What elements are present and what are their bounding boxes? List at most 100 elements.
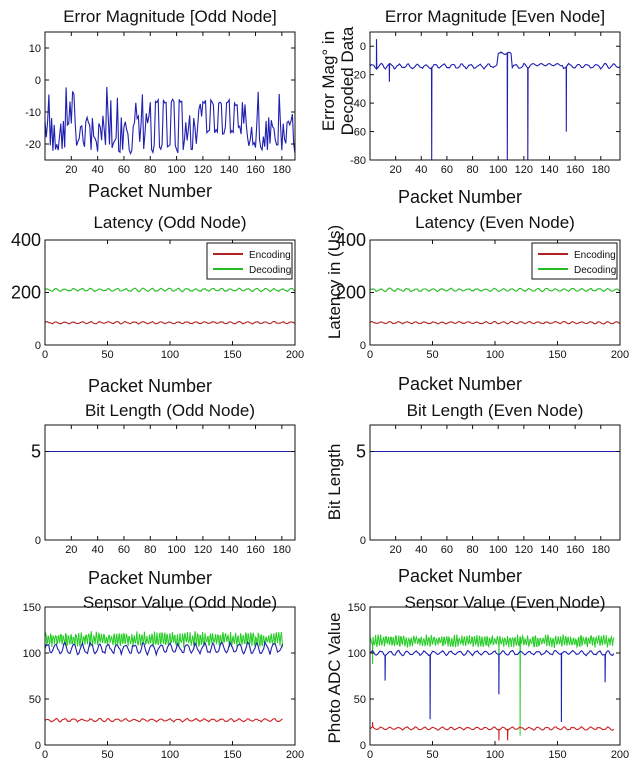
x-tick-label: 160: [246, 544, 264, 556]
y-tick-label: 200: [336, 283, 366, 303]
y-tick-label: -20: [350, 70, 366, 82]
y-tick-label: 0: [360, 535, 366, 547]
x-tick-label: 100: [167, 164, 185, 176]
series-group: [45, 631, 284, 723]
legend: Encoding Decoding: [206, 242, 293, 280]
x-tick-label: 50: [426, 349, 438, 361]
y-axis-label-line: Decoded Data: [338, 26, 357, 135]
axes-frame: [369, 606, 621, 746]
series-line-2: [370, 649, 615, 723]
x-tick-label: 60: [441, 544, 453, 556]
series-line-2: [45, 640, 284, 657]
x-tick-label: 80: [466, 164, 478, 176]
x-tick-label: 120: [515, 544, 533, 556]
y-tick-label: 100: [348, 648, 366, 660]
x-tick-label: 150: [223, 749, 241, 760]
chart-title: Bit Length (Odd Node): [85, 401, 255, 420]
x-tick-label: 40: [415, 544, 427, 556]
x-tick-label: 140: [220, 164, 238, 176]
y-tick-label: 400: [336, 230, 366, 250]
x-tick-label: 50: [101, 349, 113, 361]
x-tick-label: 120: [515, 164, 533, 176]
legend-label: Decoding: [574, 265, 616, 276]
x-tick-label: 100: [489, 544, 507, 556]
legend-label: Decoding: [249, 265, 291, 276]
x-tick-label: 40: [92, 544, 104, 556]
x-tick-label: 0: [367, 749, 373, 760]
series-group: [370, 287, 620, 325]
series-group: [45, 86, 295, 155]
legend: Encoding Decoding: [531, 242, 618, 280]
chart-panel-2: 20 40 60 80 100 120 140 160 180 0 -20 -40 -60 -80 Erro…: [319, 7, 621, 207]
y-axis-label-line: Latency in (Us): [325, 225, 344, 339]
y-tick-label: 150: [23, 602, 41, 614]
series-group: [45, 287, 295, 325]
x-tick-label: 0: [42, 349, 48, 361]
y-tick-label: 5: [31, 442, 41, 462]
x-tick-label: 140: [220, 544, 238, 556]
chart-title: Sensor Value (Even Node): [405, 593, 606, 612]
chart-title: Bit Length (Even Node): [407, 401, 584, 420]
y-axis-label: Latency in (Us): [325, 225, 344, 339]
series-line-1: [45, 86, 295, 155]
y-axis-label: Bit Length: [325, 444, 344, 521]
series-line-1: [45, 631, 283, 648]
x-axis-label: Packet Number: [398, 566, 522, 586]
chart-panel-7: 0 50 100 150 200 0 50 100 150 Sensor Value (Odd N…: [23, 593, 305, 760]
x-tick-label: 80: [466, 544, 478, 556]
x-tick-label: 200: [611, 749, 629, 760]
x-tick-label: 100: [161, 749, 179, 760]
x-tick-label: 40: [415, 164, 427, 176]
chart-panel-3: 0 50 100 150 200 0 200 400 Latency (Odd Node) Pac…: [11, 213, 304, 396]
x-tick-label: 0: [367, 349, 373, 361]
y-tick-label: 200: [11, 283, 41, 303]
y-tick-label: 50: [29, 694, 41, 706]
x-tick-label: 100: [486, 749, 504, 760]
axes-frame: [369, 31, 621, 161]
x-tick-label: 80: [144, 544, 156, 556]
x-tick-label: 80: [144, 164, 156, 176]
y-tick-label: -80: [350, 155, 366, 167]
x-tick-label: 100: [161, 349, 179, 361]
x-tick-label: 120: [194, 164, 212, 176]
axes-frame: [44, 31, 296, 161]
x-tick-label: 180: [273, 544, 291, 556]
axes-frame: [369, 424, 621, 541]
y-axis-label: Error Mag° inDecoded Data: [319, 26, 357, 135]
y-tick-label: -10: [25, 107, 41, 119]
x-tick-label: 200: [611, 349, 629, 361]
y-axis-label-line: Bit Length: [325, 444, 344, 521]
x-axis-label: Packet Number: [88, 181, 212, 201]
series-line-1: [370, 634, 615, 736]
x-tick-label: 120: [194, 544, 212, 556]
chart-title: Error Magnitude [Odd Node]: [63, 7, 277, 26]
chart-panel-4: 0 50 100 150 200 0 200 400 Latency (Even Node) Pa…: [325, 213, 629, 394]
x-tick-label: 150: [548, 349, 566, 361]
chart-title: Latency (Odd Node): [93, 213, 246, 232]
y-tick-label: 10: [29, 43, 41, 55]
chart-panel-6: 20 40 60 80 100 120 140 160 180 0 5 Bit Length (Eve…: [325, 401, 621, 586]
y-tick-label: 0: [360, 340, 366, 352]
x-tick-label: 160: [246, 164, 264, 176]
y-tick-label: 0: [360, 41, 366, 53]
series-line-3: [45, 717, 283, 723]
y-tick-label: 400: [11, 230, 41, 250]
series-line-encoding: [370, 320, 620, 325]
x-tick-label: 140: [540, 164, 558, 176]
y-tick-label: 100: [23, 648, 41, 660]
x-tick-label: 0: [42, 749, 48, 760]
legend-box: [531, 242, 618, 280]
y-tick-label: 0: [35, 75, 41, 87]
x-axis-label: Packet Number: [398, 374, 522, 394]
x-tick-label: 100: [486, 349, 504, 361]
chart-title: Latency (Even Node): [415, 213, 575, 232]
series-group: [370, 634, 615, 741]
x-tick-label: 150: [548, 749, 566, 760]
x-tick-label: 200: [286, 749, 304, 760]
legend-label: Encoding: [574, 250, 616, 261]
y-tick-label: -20: [25, 139, 41, 151]
x-tick-label: 180: [592, 164, 610, 176]
y-tick-label: 0: [35, 535, 41, 547]
y-tick-label: 0: [35, 340, 41, 352]
x-tick-label: 60: [118, 544, 130, 556]
